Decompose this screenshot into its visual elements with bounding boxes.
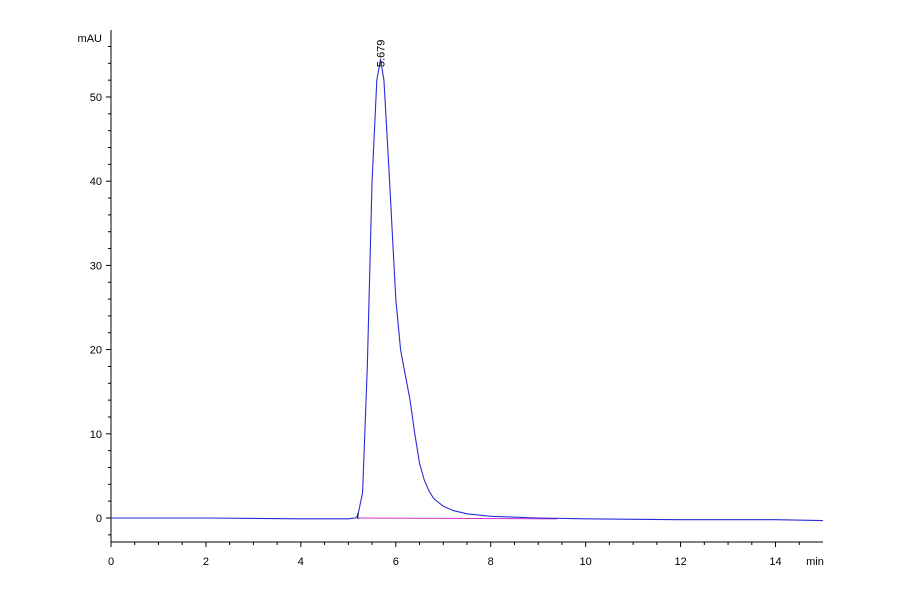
x-tick-label: 2 xyxy=(203,556,209,568)
x-tick-label: 4 xyxy=(298,556,304,568)
x-tick-label: 8 xyxy=(488,556,494,568)
x-tick-label: 12 xyxy=(674,556,686,568)
peak-label: 5.679 xyxy=(376,40,388,68)
x-tick-label: 6 xyxy=(393,556,399,568)
integration-baseline xyxy=(357,517,558,520)
x-tick-label: 14 xyxy=(769,556,781,568)
axes: 0 10 20 30 40 50 0 2 4 6 8 10 12 14 xyxy=(90,30,823,568)
plot-area: 5.679 xyxy=(111,40,824,522)
y-tick-label: 20 xyxy=(90,345,102,357)
x-tick-label: 0 xyxy=(108,556,114,568)
x-axis-label: min xyxy=(806,556,824,568)
y-tick-label: 10 xyxy=(90,429,102,441)
signal-trace xyxy=(111,58,824,522)
y-tick-label: 40 xyxy=(90,176,102,188)
x-tick-label: 10 xyxy=(580,556,592,568)
y-tick-label: 30 xyxy=(90,260,102,272)
y-axis-label: mAU xyxy=(78,33,103,45)
y-tick-label: 50 xyxy=(90,92,102,104)
y-tick-label: 0 xyxy=(96,513,102,525)
